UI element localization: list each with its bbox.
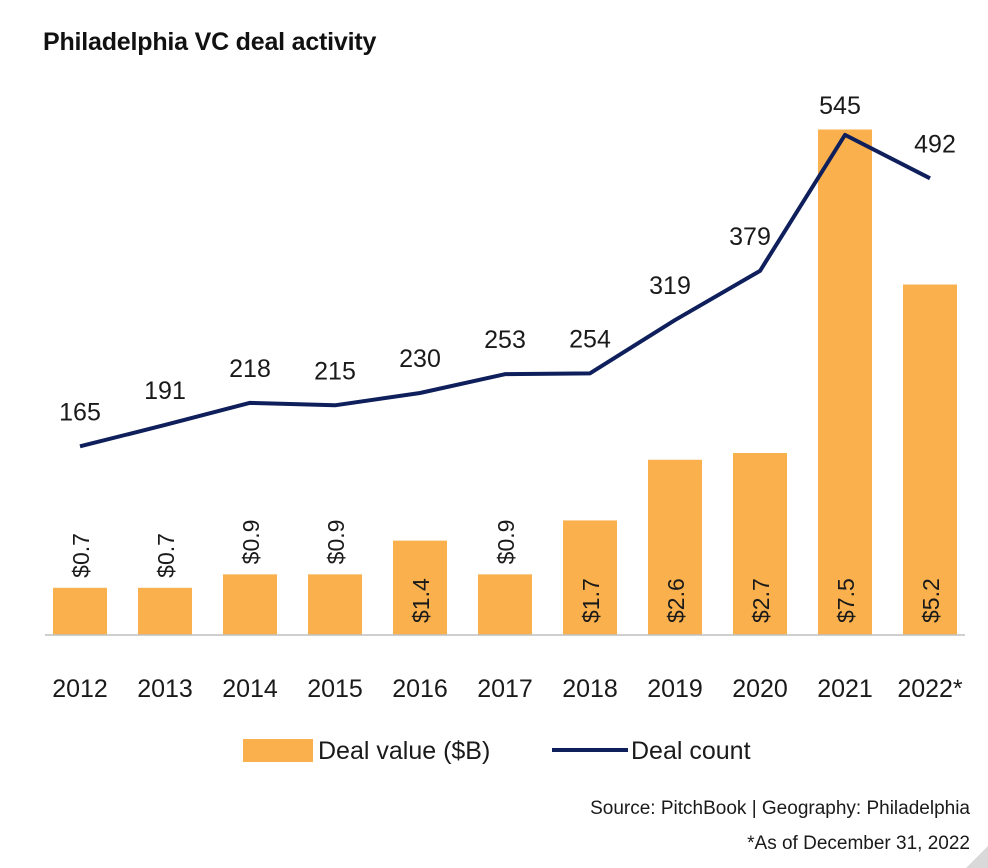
line-value-label: 215 [314,357,356,385]
bar-value-label: $1.4 [408,578,434,623]
bar-2020 [733,453,787,635]
legend-label-deal-value: Deal value ($B) [318,737,490,765]
bar-2016 [393,540,447,635]
x-tick-label: 2016 [392,675,448,703]
x-tick-label: 2022* [897,675,963,703]
line-value-label: 492 [914,130,956,158]
bar-value-label: $0.9 [493,520,519,565]
line-value-label: 254 [569,325,611,353]
bar-2022 [903,284,957,635]
x-tick-label: 2018 [562,675,618,703]
x-tick-labels: 2012 2013 2014 2015 2016 2017 2018 2019 2020 2021… [52,675,963,703]
bar-value-label: $1.7 [578,578,604,623]
bar-2018 [563,520,617,635]
line-value-label: 253 [484,326,526,354]
bar-series [53,129,957,635]
bar-value-label: $5.2 [918,578,944,623]
x-tick-label: 2017 [477,675,533,703]
line-value-label: 230 [399,345,441,373]
x-tick-label: 2015 [307,675,363,703]
line-value-labels: 165 191 218 215 230 253 254 319 379 545 492 [59,92,956,426]
page-corner-decoration [966,846,988,868]
bar-2014 [223,574,277,635]
x-tick-label: 2021 [817,675,873,703]
x-tick-label: 2020 [732,675,788,703]
chart-title: Philadelphia VC deal activity [43,28,377,56]
x-tick-label: 2013 [137,675,193,703]
bar-value-label: $0.7 [68,533,94,578]
bar-value-label: $2.7 [748,578,774,623]
line-value-label: 191 [144,377,186,405]
line-value-label: 319 [649,272,691,300]
bar-value-label: $0.9 [323,520,349,565]
bar-value-label: $7.5 [833,578,859,623]
line-value-label: 165 [59,398,101,426]
line-value-label: 218 [229,355,271,383]
legend-label-deal-count: Deal count [631,737,751,765]
bar-value-label: $2.6 [663,578,689,623]
legend-swatch-deal-value [243,739,313,762]
footnote: *As of December 31, 2022 [747,833,970,854]
bar-value-label: $0.9 [238,520,264,565]
legend: Deal value ($B) Deal count [243,737,751,765]
bar-2019 [648,459,702,635]
line-value-label: 379 [729,223,771,251]
x-tick-label: 2012 [52,675,108,703]
source-note: Source: PitchBook | Geography: Philadelp… [590,798,970,819]
bar-2015 [308,574,362,635]
bar-2012 [53,587,107,635]
bar-value-labels: $0.7 $0.7 $0.9 $0.9 $1.4 $0.9 $1.7 $2.6 $2.7 $7.5… [68,520,944,623]
bar-2017 [478,574,532,635]
line-value-label: 545 [819,92,861,120]
bar-value-label: $0.7 [153,533,179,578]
bar-2013 [138,587,192,635]
x-tick-label: 2014 [222,675,278,703]
x-tick-label: 2019 [647,675,703,703]
deal-count-line [79,132,931,449]
deal-count-series [79,132,931,449]
bar-2021 [818,129,872,635]
